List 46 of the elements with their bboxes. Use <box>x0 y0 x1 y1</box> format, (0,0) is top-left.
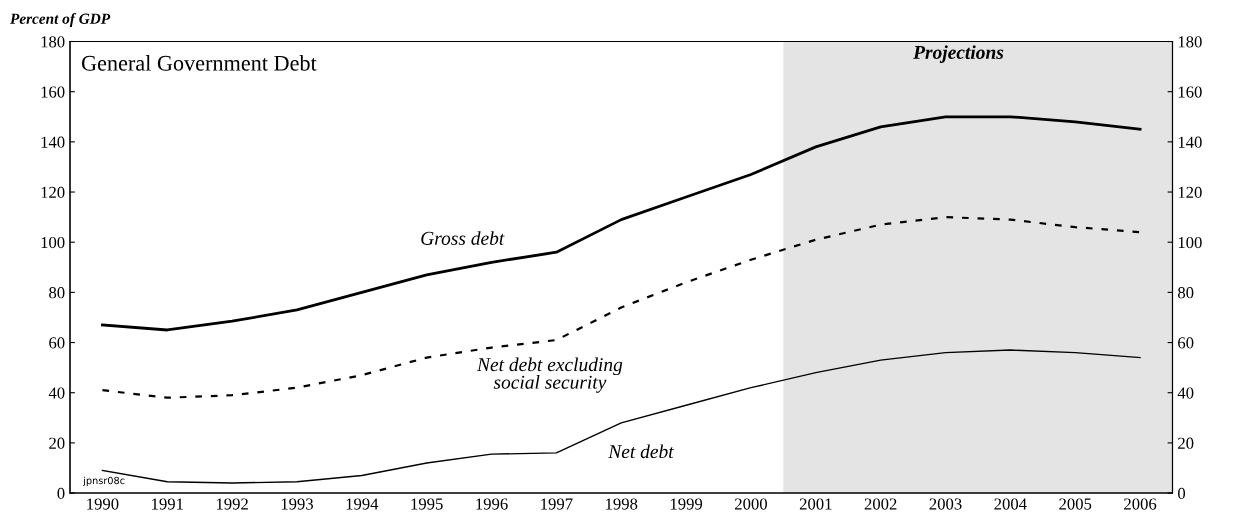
y-tick-label: 40 <box>48 387 65 399</box>
series-label: Net debt excluding social security <box>476 357 623 393</box>
x-tick-label: 1991 <box>152 498 183 510</box>
series-label: Net debt <box>608 444 675 459</box>
line-series <box>101 115 1142 332</box>
y2-tick-label: 60 <box>1178 337 1194 349</box>
x-tick-label: 2000 <box>735 498 767 510</box>
y-tick-label: 120 <box>41 186 65 198</box>
y2-tick-label: 120 <box>1178 186 1202 198</box>
y-tick-label: 180 <box>41 36 65 48</box>
x-tick-label: 1996 <box>476 498 508 510</box>
x-tick-label: 1994 <box>346 498 379 510</box>
y-tick-label: 140 <box>41 136 65 148</box>
x-tick-label: 1999 <box>670 498 703 510</box>
x-tick-label: 1990 <box>87 498 119 510</box>
y-tick-label: 100 <box>41 236 65 249</box>
x-tick-label: 1992 <box>216 498 248 510</box>
y2-tick-label: 40 <box>1177 387 1194 399</box>
annotation: jpnsr08c <box>83 476 125 487</box>
y2-tick-label: 140 <box>1178 136 1202 148</box>
line-series <box>101 216 1142 399</box>
x-tick-label: 1995 <box>411 498 443 510</box>
x-tick-label: 1998 <box>606 498 638 510</box>
y2-tick-label: 100 <box>1178 236 1202 249</box>
y-tick-label: 0 <box>57 487 65 499</box>
y-tick-label: 20 <box>49 437 65 449</box>
y-tick-label: 60 <box>49 337 65 349</box>
x-tick-label: 2004 <box>994 498 1027 510</box>
x-tick-label: 2002 <box>864 498 897 510</box>
y-tick-label: 160 <box>41 86 65 98</box>
x-tick-label: 1993 <box>281 498 313 510</box>
y2-tick-label: 180 <box>1178 36 1202 48</box>
y2-tick-label: 20 <box>1178 437 1194 449</box>
y-tick-label: 80 <box>49 287 65 299</box>
y2-tick-label: 0 <box>1178 487 1186 499</box>
y-axis-title: Percent of GDP <box>9 12 111 27</box>
x-tick-label: 1997 <box>541 498 573 510</box>
series-label: Gross debt <box>421 231 505 245</box>
y2-tick-label: 160 <box>1178 86 1202 98</box>
y2-tick-label: 80 <box>1178 287 1194 299</box>
x-tick-label: 2003 <box>929 498 962 510</box>
x-tick-label: 2006 <box>1124 498 1157 510</box>
x-tick-label: 2005 <box>1059 498 1092 510</box>
band-label: Projections <box>913 45 1004 63</box>
chart-title: General Government Debt <box>81 55 317 71</box>
x-tick-label: 2001 <box>799 498 832 510</box>
